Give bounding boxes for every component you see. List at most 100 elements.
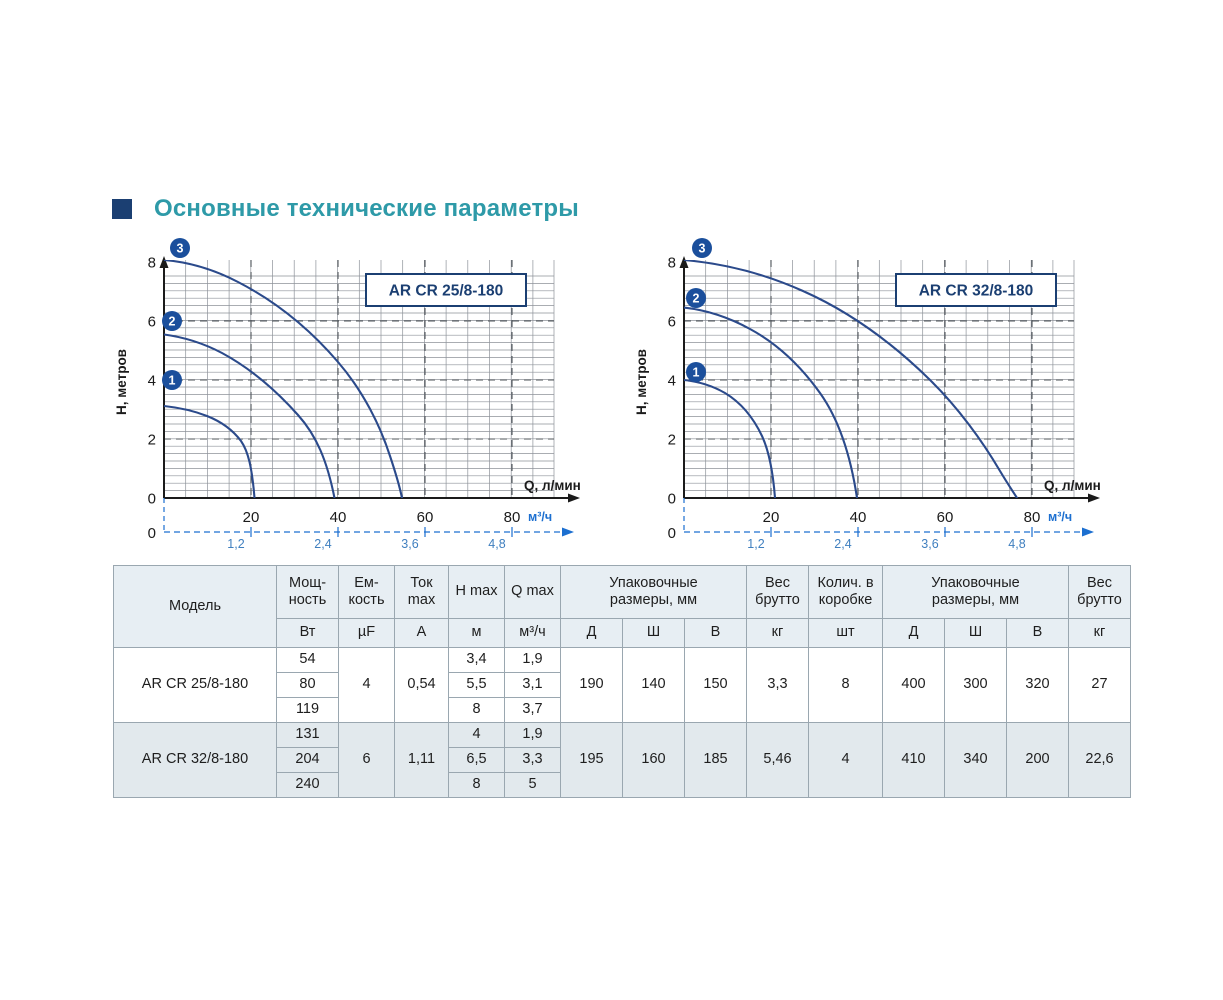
cell-qmax-1-2: 5: [504, 772, 561, 798]
cell-model-0: AR CR 25/8-180: [113, 647, 277, 723]
header-capacitance-line1: Ем-: [354, 574, 379, 591]
table-row: AR CR 25/8-180 54 4 0,54 3,4 1,9 190 140…: [113, 647, 1131, 723]
header-power-line2: ность: [288, 592, 327, 608]
svg-text:4: 4: [148, 373, 156, 390]
svg-text:60: 60: [937, 509, 954, 526]
chart-model-label-2: AR CR 32/8-180: [895, 273, 1057, 307]
cell-qty-1: 4: [808, 722, 883, 798]
section-heading: Основные технические параметры: [112, 195, 579, 223]
x-axis-ticks-2: 20 40 60 80: [763, 509, 1041, 526]
performance-chart-32-8-180: 1 2 3 0 2 4 6 8 H, метров 20 40 60 80 Q,…: [628, 232, 1128, 557]
chart-model-label-text-1: AR CR 25/8-180: [389, 283, 504, 300]
svg-text:20: 20: [763, 509, 780, 526]
y-axis-title-1: H, метров: [114, 349, 129, 415]
cell-hmax-0-0: 3,4: [448, 647, 505, 673]
header-h-max: H max: [448, 565, 505, 619]
cell-pack1-d-0: 190: [560, 647, 623, 723]
cell-hmax-0-2: 8: [448, 697, 505, 723]
x-axis-title-1: Q, л/мин: [524, 478, 581, 493]
cell-pack2-sh-0: 300: [944, 647, 1007, 723]
cell-power-1-0: 131: [276, 722, 339, 748]
origin-label-secondary-2: 0: [668, 525, 676, 542]
cell-pack2-sh-1: 340: [944, 722, 1007, 798]
x-axis-ticks-1: 20 40 60 80: [243, 509, 521, 526]
curve-3: [164, 260, 404, 498]
square-bullet-icon: [112, 199, 132, 219]
unit-weight1: кг: [746, 618, 809, 648]
grid-minor-vertical: [683, 260, 1075, 498]
svg-text:3,6: 3,6: [401, 537, 418, 551]
header-q-max: Q max: [504, 565, 561, 619]
svg-text:3: 3: [699, 242, 706, 256]
cell-current-1: 1,11: [394, 722, 449, 798]
svg-text:8: 8: [148, 255, 156, 272]
x-axis-title-2: Q, л/мин: [1044, 478, 1101, 493]
svg-text:3: 3: [177, 242, 184, 256]
unit-pack1-d: Д: [560, 618, 623, 648]
secondary-axis-1: 1,2 2,4 3,6 4,8 м³/ч: [163, 498, 574, 551]
svg-text:80: 80: [504, 509, 521, 526]
header-capacitance: Ем- кость: [338, 565, 395, 619]
header-weight1-line1: Вес: [765, 574, 790, 591]
header-weight2-line1: Вес: [1087, 574, 1112, 591]
cell-pack2-v-1: 200: [1006, 722, 1069, 798]
unit-pack1-v: В: [684, 618, 747, 648]
performance-curves-2: [684, 260, 1019, 498]
header-qty-line1: Колич. в: [817, 574, 874, 591]
cell-pack1-v-0: 150: [684, 647, 747, 723]
unit-weight2: кг: [1068, 618, 1131, 648]
curve-badges-2: 1 2 3: [686, 238, 712, 382]
unit-h-max: м: [448, 618, 505, 648]
curve-2: [164, 333, 336, 498]
svg-text:2: 2: [668, 432, 676, 449]
header-weight1-line2: брутто: [755, 592, 800, 608]
header-power-line1: Мощ-: [288, 574, 327, 591]
secondary-axis-2: 1,2 2,4 3,6 4,8 м³/ч: [683, 498, 1094, 551]
cell-weight1-0: 3,3: [746, 647, 809, 723]
cell-model-1: AR CR 32/8-180: [113, 722, 277, 798]
cell-pack2-d-1: 410: [882, 722, 945, 798]
header-pack-dims-2: Упаковочные размеры, мм: [882, 565, 1069, 619]
cell-qmax-0-2: 3,7: [504, 697, 561, 723]
cell-power-0-2: 119: [276, 697, 339, 723]
y-axis-ticks-1: 0 2 4 6 8: [148, 255, 156, 508]
svg-text:1: 1: [693, 366, 700, 380]
cell-qmax-1-0: 1,9: [504, 722, 561, 748]
svg-text:2,4: 2,4: [834, 537, 851, 551]
cell-capacitance-0: 4: [338, 647, 395, 723]
chart-model-label-1: AR CR 25/8-180: [365, 273, 527, 307]
cell-weight1-1: 5,46: [746, 722, 809, 798]
curve-2: [684, 306, 859, 498]
svg-text:4,8: 4,8: [1008, 537, 1025, 551]
performance-curves-1: [164, 260, 404, 498]
header-pack1-line1: Упаковочные: [609, 574, 698, 591]
curve-3: [684, 260, 1019, 498]
unit-pack2-d: Д: [882, 618, 945, 648]
cell-hmax-1-0: 4: [448, 722, 505, 748]
svg-text:1,2: 1,2: [747, 537, 764, 551]
svg-text:0: 0: [148, 491, 156, 508]
chart-svg-1: 1 2 3 0 2 4 6 8 H, метров 20 40 60 80: [114, 238, 581, 551]
svg-text:4: 4: [668, 373, 676, 390]
specifications-table-wrapper: Модель Мощ- ность Ем- кость Ток max H ma…: [113, 565, 1131, 798]
table-row: AR CR 32/8-180 131 6 1,11 4 1,9 195 160 …: [113, 722, 1131, 798]
header-pack-dims-1: Упаковочные размеры, мм: [560, 565, 747, 619]
cell-qmax-0-1: 3,1: [504, 672, 561, 698]
y-axis-title-2: H, метров: [634, 349, 649, 415]
header-pack2-line2: размеры, мм: [931, 592, 1020, 608]
cell-hmax-0-1: 5,5: [448, 672, 505, 698]
y-axis-ticks-2: 0 2 4 6 8: [668, 255, 676, 508]
grid-major: [684, 260, 1074, 498]
unit-pack2-sh: Ш: [944, 618, 1007, 648]
header-current-line1: Ток: [410, 574, 433, 591]
cell-power-0-1: 80: [276, 672, 339, 698]
svg-text:3,6: 3,6: [921, 537, 938, 551]
svg-text:6: 6: [668, 314, 676, 331]
cell-qmax-1-1: 3,3: [504, 747, 561, 773]
page-title: Основные технические параметры: [154, 195, 579, 222]
header-capacitance-line2: кость: [348, 592, 385, 608]
cell-hmax-1-2: 8: [448, 772, 505, 798]
cell-pack1-v-1: 185: [684, 722, 747, 798]
unit-pack2-v: В: [1006, 618, 1069, 648]
